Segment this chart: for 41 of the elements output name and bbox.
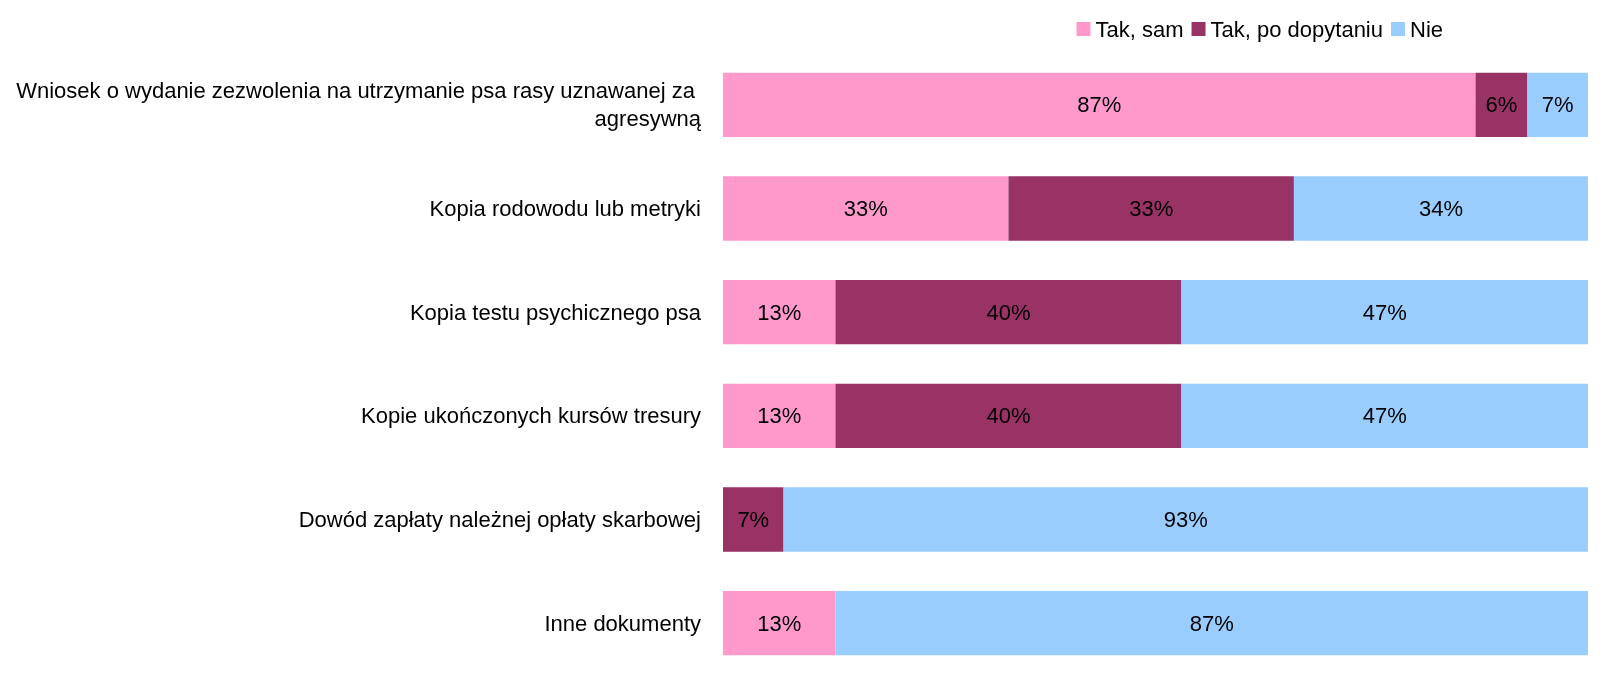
data-label: 40%: [986, 403, 1031, 429]
bar: [1527, 72, 1588, 137]
bar: [783, 487, 1588, 552]
legend-label: Tak, sam: [1095, 16, 1184, 42]
data-label: 33%: [843, 196, 888, 221]
data-label: 93%: [1163, 507, 1208, 532]
data-label: 33%: [1129, 196, 1174, 221]
data-label: 40%: [986, 299, 1031, 325]
legend-label: Tak, po dopytaniu: [1210, 16, 1383, 42]
data-label: 34%: [1418, 196, 1463, 221]
y-tick-label: Kopia testu psychicznego psa: [409, 299, 702, 325]
bar: [723, 383, 836, 448]
bar: [723, 591, 836, 656]
data-label: 6%: [1485, 92, 1518, 118]
data-label: 7%: [1541, 92, 1574, 118]
legend-label: Nie: [1409, 16, 1443, 42]
bar: [723, 280, 836, 345]
bar: [835, 383, 1182, 448]
bar: [835, 591, 1588, 656]
bar: [1181, 280, 1588, 345]
data-label: 13%: [757, 403, 802, 429]
bar: [1181, 383, 1588, 448]
y-tick-label: Kopia rodowodu lub metryki: [429, 196, 701, 221]
data-label: 47%: [1362, 299, 1407, 325]
data-label: 13%: [757, 299, 802, 325]
data-label: 13%: [757, 610, 802, 636]
data-label: 47%: [1362, 403, 1407, 429]
y-tick-label: Kopie ukończonych kursów tresury: [361, 403, 701, 429]
data-label: 7%: [737, 507, 770, 532]
bar: [723, 72, 1476, 137]
bar: [723, 176, 1009, 241]
bar: [1475, 72, 1528, 137]
y-tick-label: Inne dokumenty: [544, 610, 701, 636]
data-label: 87%: [1189, 610, 1234, 636]
bar: [835, 280, 1182, 345]
bar: [723, 487, 784, 552]
y-tick-label: Wniosek o wydanie zezwolenia na utrzymanie psa rasy uznawanej za agresywną: [16, 78, 702, 132]
data-label: 87%: [1077, 92, 1122, 118]
bar: [1008, 176, 1294, 241]
bar: [1293, 176, 1588, 241]
y-tick-label: Dowód zapłaty należnej opłaty skarbowej: [298, 507, 701, 532]
